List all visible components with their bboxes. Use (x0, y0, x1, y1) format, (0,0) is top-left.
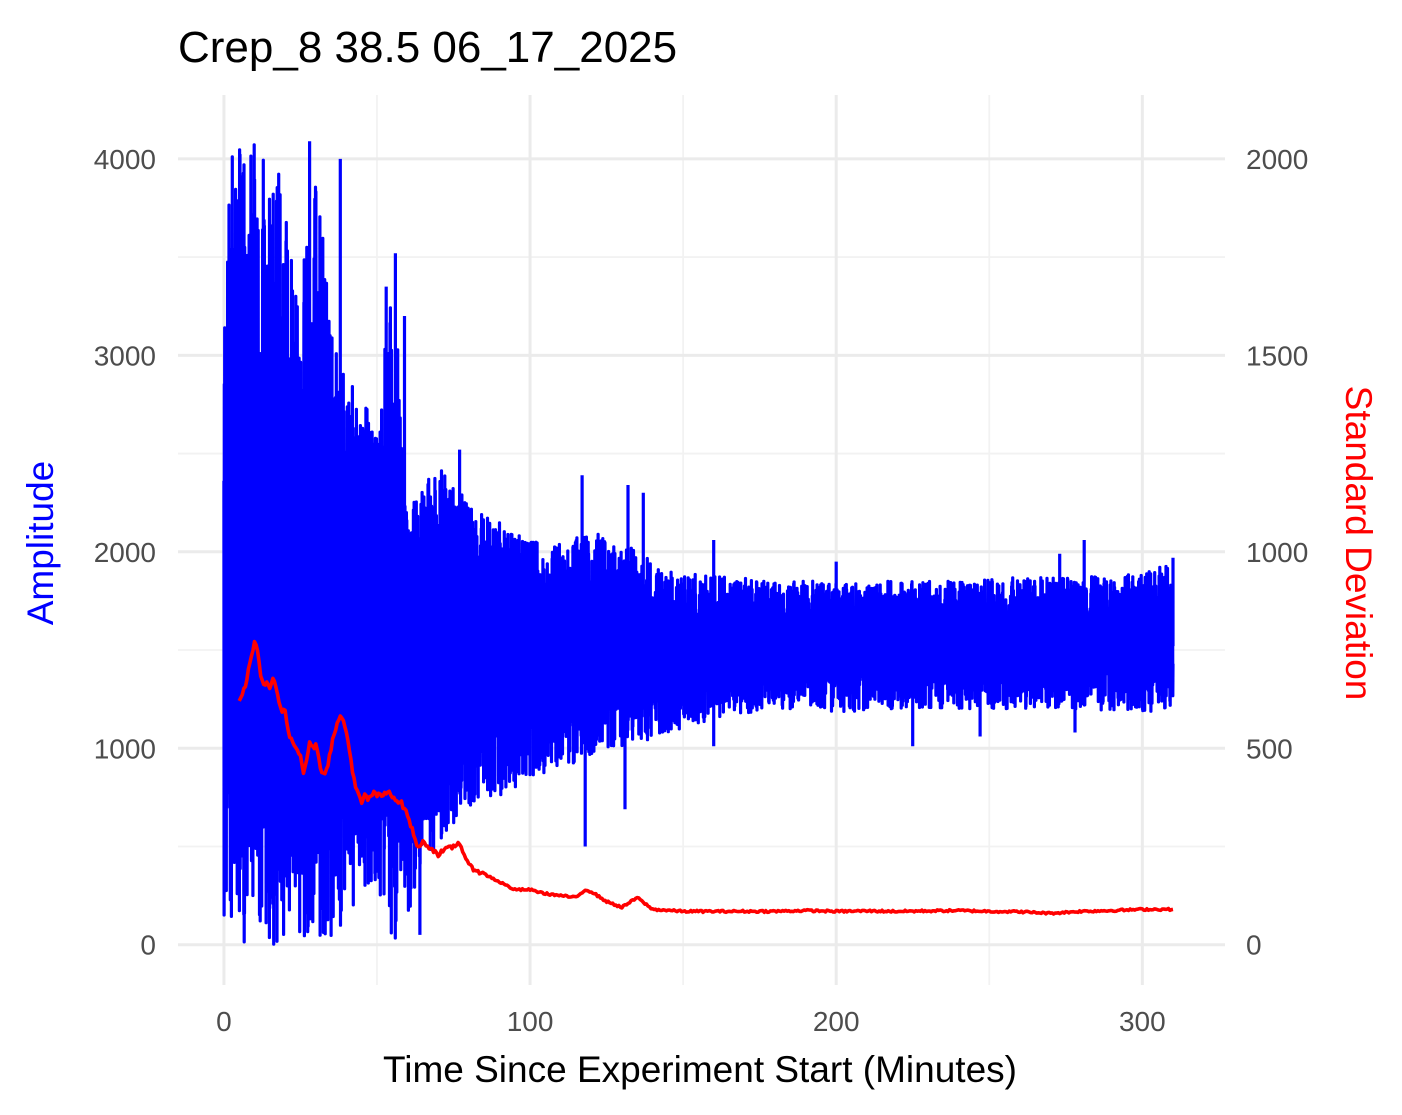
y2-tick-label: 1500 (1246, 340, 1308, 371)
chart-title: Crep_8 38.5 06_17_2025 (178, 23, 677, 72)
amplitude-series (222, 141, 1175, 946)
y-tick-label: 2000 (94, 537, 156, 568)
y-axis-label: Amplitude (20, 461, 61, 626)
x-tick-label: 300 (1119, 1006, 1166, 1037)
y-axis-left: 0 1000 2000 3000 4000 (94, 144, 156, 961)
y2-axis-label: Standard Deviation (1338, 386, 1379, 701)
x-tick-label: 100 (507, 1006, 554, 1037)
x-axis: 0 100 200 300 (216, 1006, 1166, 1037)
amplitude-line (222, 141, 1175, 946)
y-tick-label: 1000 (94, 733, 156, 764)
std-line (237, 639, 1174, 916)
y-tick-label: 0 (140, 930, 156, 961)
y2-tick-label: 0 (1246, 930, 1262, 961)
y-tick-label: 4000 (94, 144, 156, 175)
y-axis-right: 0 500 1000 1500 2000 (1246, 144, 1308, 961)
x-tick-label: 200 (813, 1006, 860, 1037)
y-tick-label: 3000 (94, 340, 156, 371)
y2-tick-label: 500 (1246, 733, 1293, 764)
y2-tick-label: 2000 (1246, 144, 1308, 175)
y2-tick-label: 1000 (1246, 537, 1308, 568)
std-series (237, 639, 1174, 916)
x-axis-label: Time Since Experiment Start (Minutes) (383, 1049, 1017, 1090)
x-tick-label: 0 (216, 1006, 232, 1037)
